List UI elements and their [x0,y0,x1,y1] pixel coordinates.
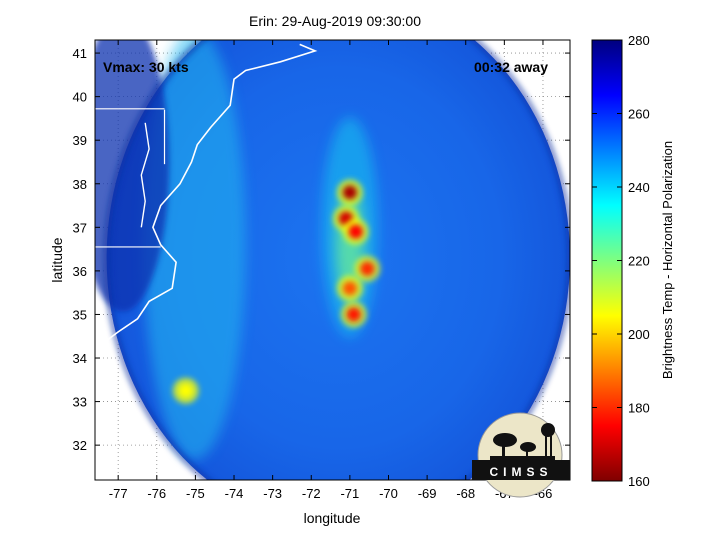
time-away-annotation: 00:32 away [474,59,548,75]
x-tick-label: -69 [418,486,437,501]
coastline [95,43,318,350]
y-axis-label: latitude [49,237,65,282]
x-tick-label: -72 [302,486,321,501]
feature-core [346,307,361,322]
y-tick-label: 38 [73,177,87,192]
chart-title: Erin: 29-Aug-2019 09:30:00 [249,13,421,29]
feature-core [342,281,357,296]
feature-core [348,224,363,239]
feature-core [360,261,375,276]
vmax-annotation: Vmax: 30 kts [103,59,189,75]
x-tick-label: -73 [263,486,282,501]
colorbar-label: Brightness Temp - Horizontal Polarizatio… [660,141,675,379]
y-tick-label: 33 [73,395,87,410]
swath-layer [95,40,570,480]
x-tick-label: -77 [109,486,128,501]
x-tick-label: -75 [186,486,205,501]
x-tick-label: -68 [456,486,475,501]
colorbar-tick-label: 160 [628,474,650,489]
colorbar-tick-label: 180 [628,401,650,416]
cimss-logo-text: CIMSS [489,465,552,479]
x-tick-label: -76 [147,486,166,501]
x-tick-label: -74 [225,486,244,501]
colorbar-tick-label: 220 [628,254,650,269]
y-tick-label: 41 [73,46,87,61]
land-region [95,40,170,312]
coastal-band [143,40,246,460]
colorbar-ticks: 160 180 200 220 240 260 280 [592,33,650,489]
y-tick-label: 35 [73,307,87,322]
cimss-logo: CIMSS [472,412,570,498]
feature-core [342,185,357,200]
y-tick-label: 32 [73,438,87,453]
coastline-path [95,43,318,350]
x-tick-label: -70 [379,486,398,501]
swath-edge [103,40,570,480]
y-tick-label: 40 [73,90,87,105]
bay-coastline [140,122,150,228]
y-tick-label: 34 [73,351,87,366]
x-tick-label: -71 [340,486,359,501]
colorbar-tick-label: 260 [628,107,650,122]
colorbar-tick-label: 200 [628,327,650,342]
colorbar-tick-label: 280 [628,33,650,48]
feature-core [178,383,193,398]
colorbar-tick-label: 240 [628,180,650,195]
y-tick-label: 37 [73,220,87,235]
x-axis-label: longitude [304,510,361,526]
plot-frame [94,39,571,481]
y-tick-label: 39 [73,133,87,148]
y-tick-label: 36 [73,264,87,279]
